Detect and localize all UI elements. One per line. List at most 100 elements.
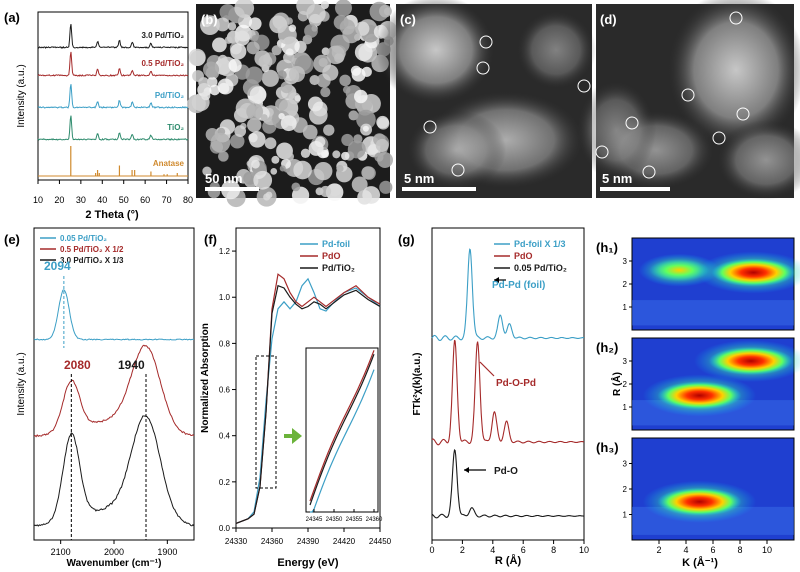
panel-c-texture — [376, 0, 596, 190]
panel-g-annotation-pdopd: Pd-O-Pd — [496, 378, 536, 389]
sem-particle-247 — [188, 48, 206, 66]
sem-particle-180 — [260, 114, 268, 121]
e-legend-label-0: 0.05 Pd/TiO₂ — [60, 234, 107, 243]
sem-particle-74 — [218, 151, 229, 162]
sem-particle-195 — [339, 74, 351, 87]
sem-particle-208 — [217, 54, 228, 65]
ir-series-1 — [33, 344, 195, 438]
tem-circle-3 — [423, 120, 437, 134]
panel-f-ylabel: Normalized Absorption — [200, 323, 211, 433]
sem-particle-141 — [228, 58, 242, 72]
sem-particle-220 — [342, 85, 351, 94]
f-ytick-label-1: 0.2 — [219, 478, 231, 487]
sem-particle-98 — [291, 182, 301, 192]
panel-d-texture — [576, 0, 800, 200]
tem-blob-0 — [376, 0, 496, 105]
sem-particle-229 — [342, 25, 360, 44]
wt-ytick-label-0-0: 1 — [623, 303, 628, 312]
sem-particle-254 — [362, 125, 369, 132]
sem-particle-202 — [227, 22, 237, 31]
panel-e: 2100 2000 1900 0.05 Pd/TiO₂ 0.5 Pd/TiO₂ X 1… — [4, 227, 195, 569]
a-xtick-label-0: 10 — [33, 195, 43, 205]
e-xtick-label-2: 1900 — [157, 547, 177, 557]
panel-g-ylabel: FTk²χ(k)(a.u.) — [412, 353, 423, 416]
sem-particle-203 — [248, 17, 262, 31]
sem-particle-170 — [246, 103, 264, 121]
exafs-series-1 — [431, 339, 585, 446]
panel-b-label: (b) — [201, 12, 218, 27]
panel-e-frame — [33, 227, 195, 541]
panel-b-scale-label: 50 nm — [205, 171, 243, 186]
xrd-series-label-0: 3.0 Pd/TiO₂ — [141, 31, 184, 40]
sem-particle-241 — [234, 125, 247, 137]
sem-particle-245 — [356, 109, 376, 130]
sem-particle-88 — [229, 133, 245, 149]
panel-e-xlabel: Wavenumber (cm⁻¹) — [67, 558, 162, 569]
sem-particle-209 — [304, 24, 318, 38]
sem-particle-222 — [293, 160, 312, 180]
wt-blob-1-0 — [657, 381, 742, 410]
panel-h2-label: (h₂) — [596, 340, 618, 355]
tem-blob-0 — [666, 0, 800, 150]
f-xtick-label-1: 24360 — [261, 537, 284, 546]
sem-particle-163 — [320, 185, 332, 197]
tem-circle-2 — [577, 79, 591, 93]
panel-f-label: (f) — [204, 232, 217, 247]
xrd-series-3 — [37, 115, 189, 141]
panel-g-annotation-pdpd: Pd-Pd (foil) — [492, 280, 545, 291]
sem-particle-244 — [326, 45, 346, 65]
inset-series-2 — [309, 353, 375, 506]
panel-g-xlabel: R (Å) — [495, 554, 522, 567]
panel-h-xticks: 2 4 6 8 10 — [656, 540, 772, 555]
panel-e-annotation-2094: 2094 — [44, 259, 71, 273]
e-xtick-label-1: 2000 — [104, 547, 124, 557]
f-ytick-label-6: 1.2 — [219, 247, 231, 256]
panel-g: 0 2 4 6 8 10 Pd-foil X 1/3 PdO 0.05 Pd/TiO₂ (g)… — [398, 227, 589, 567]
panel-f-inset-ticks: 24345 24350 24355 24360 — [306, 509, 383, 523]
g-xtick-label-1: 2 — [460, 545, 465, 555]
panel-f-plot — [235, 273, 381, 524]
panel-c-scalebar — [402, 187, 476, 191]
panel-b: 50 nm (b) — [187, 0, 398, 208]
panel-g-plot — [431, 248, 585, 519]
panel-f-arrow-icon — [284, 428, 302, 444]
sem-particle-190 — [192, 70, 204, 82]
f-ytick-label-5: 1.0 — [219, 293, 231, 302]
panel-c-scale-label: 5 nm — [404, 171, 434, 186]
panel-d-label: (d) — [600, 12, 617, 27]
panel-e-plot — [33, 276, 195, 540]
panel-f: 24330 24360 24390 24420 24450 0.0 0.2 0.4 0.6 0.8… — [200, 227, 392, 569]
sem-particle-160 — [377, 152, 394, 168]
wt-ytick-label-1-0: 1 — [623, 403, 628, 412]
exafs-series-0 — [431, 248, 585, 341]
f-ytick-label-2: 0.4 — [219, 432, 231, 441]
panel-c-label: (c) — [400, 12, 416, 27]
tem-circle-3 — [736, 107, 750, 121]
f-legend-label-0: Pd-foil — [322, 239, 350, 249]
g-legend-label-0: Pd-foil X 1/3 — [514, 239, 566, 249]
wt-blob-0-0 — [649, 259, 710, 282]
sem-particle-238 — [210, 132, 231, 153]
sem-particle-37 — [285, 17, 293, 25]
panel-h3-label: (h₃) — [596, 440, 619, 455]
panel-g-xticks: 0 2 4 6 8 10 — [429, 540, 589, 555]
tem-circle-0 — [729, 11, 743, 25]
sem-particle-210 — [375, 138, 389, 152]
g-xtick-label-0: 0 — [429, 545, 434, 555]
ir-series-2 — [33, 415, 195, 527]
tem-circle-2 — [625, 116, 639, 130]
inset-xtick-label-1: 24350 — [326, 517, 343, 523]
sem-particle-50 — [362, 166, 376, 180]
xrd-series-1 — [37, 51, 189, 77]
xrd-series-label-1: 0.5 Pd/TiO₂ — [141, 59, 184, 68]
panel-a-plot: 3.0 Pd/TiO₂ 0.5 Pd/TiO₂ Pd/TiO₂ TiO₂ Anatase — [37, 24, 189, 177]
panel-e-annotation-1940: 1940 — [118, 358, 145, 372]
panel-e-xticks: 2100 2000 1900 — [51, 540, 177, 557]
inset-xtick-label-0: 24345 — [306, 517, 323, 523]
panel-d-scalebar — [600, 187, 670, 191]
sem-particle-240 — [354, 89, 368, 104]
sem-particle-10 — [332, 150, 341, 159]
tem-blob-3 — [716, 120, 800, 200]
f-ytick-label-0: 0.0 — [219, 524, 231, 533]
